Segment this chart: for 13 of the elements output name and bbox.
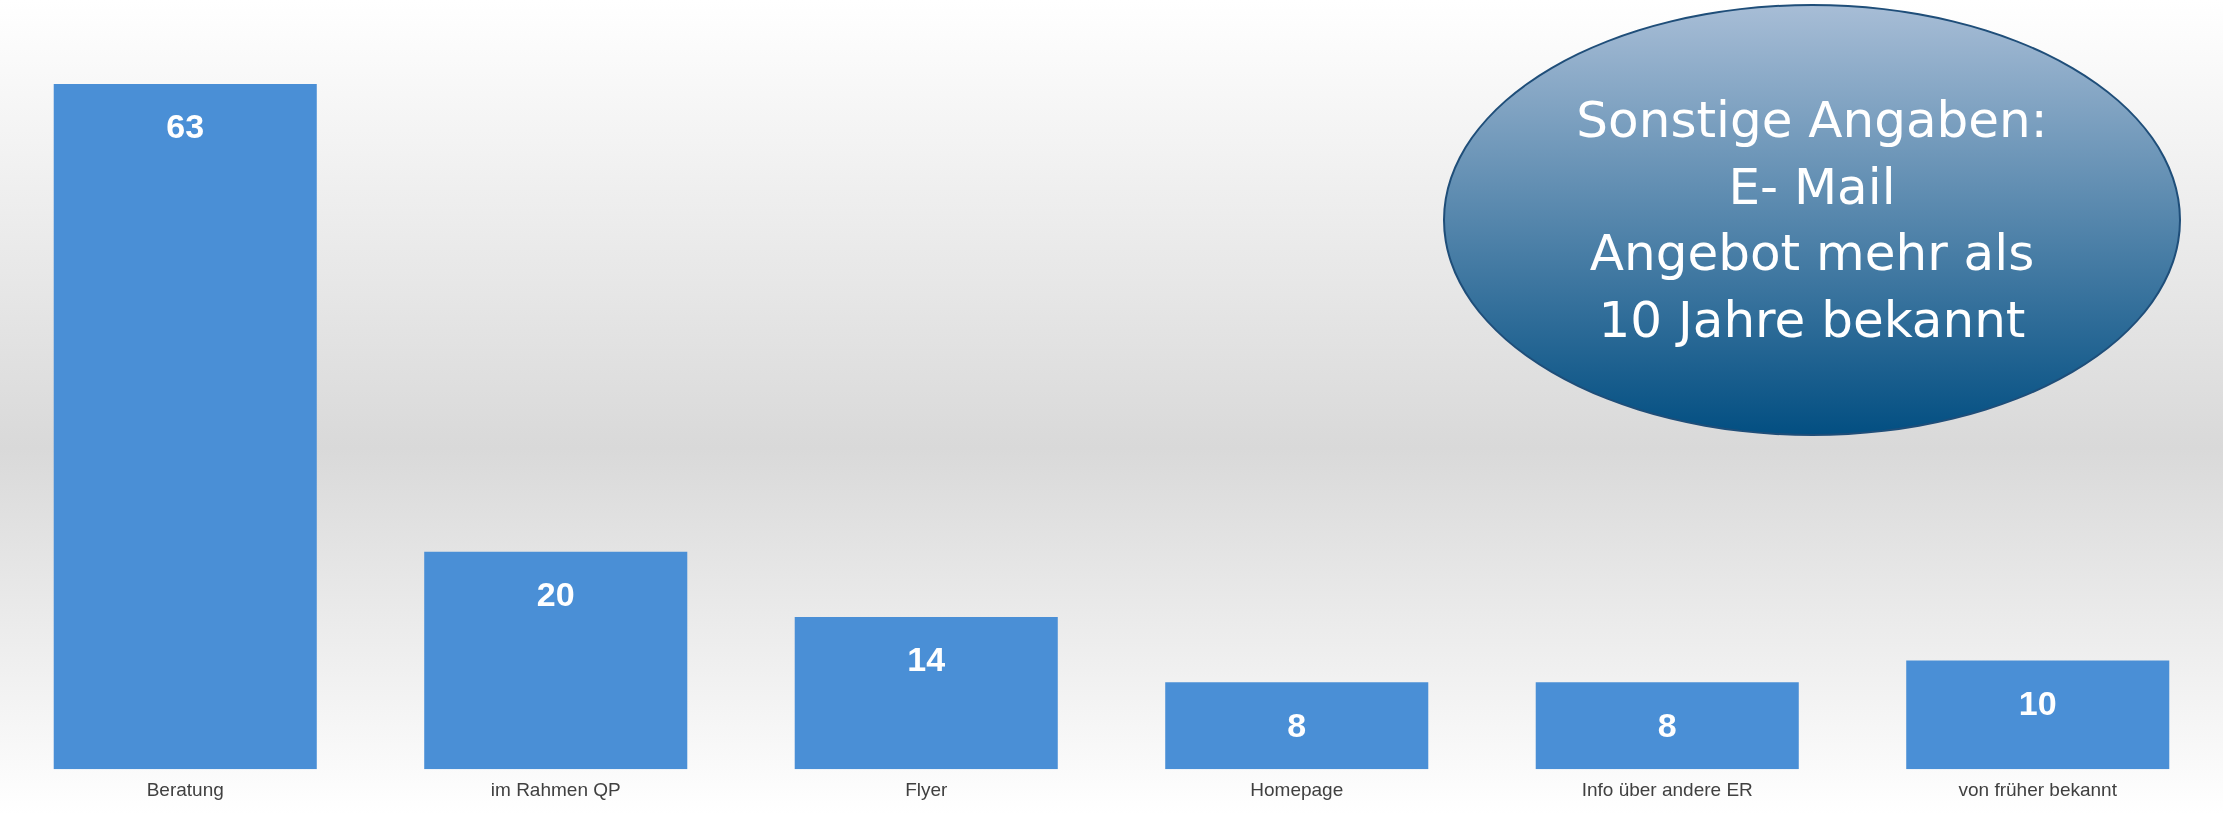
data-label: 20 bbox=[536, 575, 575, 614]
x-tick-label: Info über andere ER bbox=[1581, 778, 1753, 800]
x-tick-label: Homepage bbox=[1250, 778, 1344, 800]
x-tick-label: Flyer bbox=[905, 778, 949, 800]
data-label: 63 bbox=[166, 107, 205, 146]
oval-callout: Sonstige Angaben: E- Mail Angebot mehr als 10 Jahre bekannt bbox=[1443, 4, 2181, 436]
x-tick-label: von früher bekannt bbox=[1958, 778, 2118, 800]
data-label: 14 bbox=[907, 640, 946, 679]
data-label: 8 bbox=[1657, 705, 1677, 744]
data-label: 8 bbox=[1287, 705, 1307, 744]
data-label: 10 bbox=[2018, 683, 2057, 722]
x-tick-label: Beratung bbox=[146, 778, 224, 800]
x-tick-label: im Rahmen QP bbox=[490, 778, 621, 800]
